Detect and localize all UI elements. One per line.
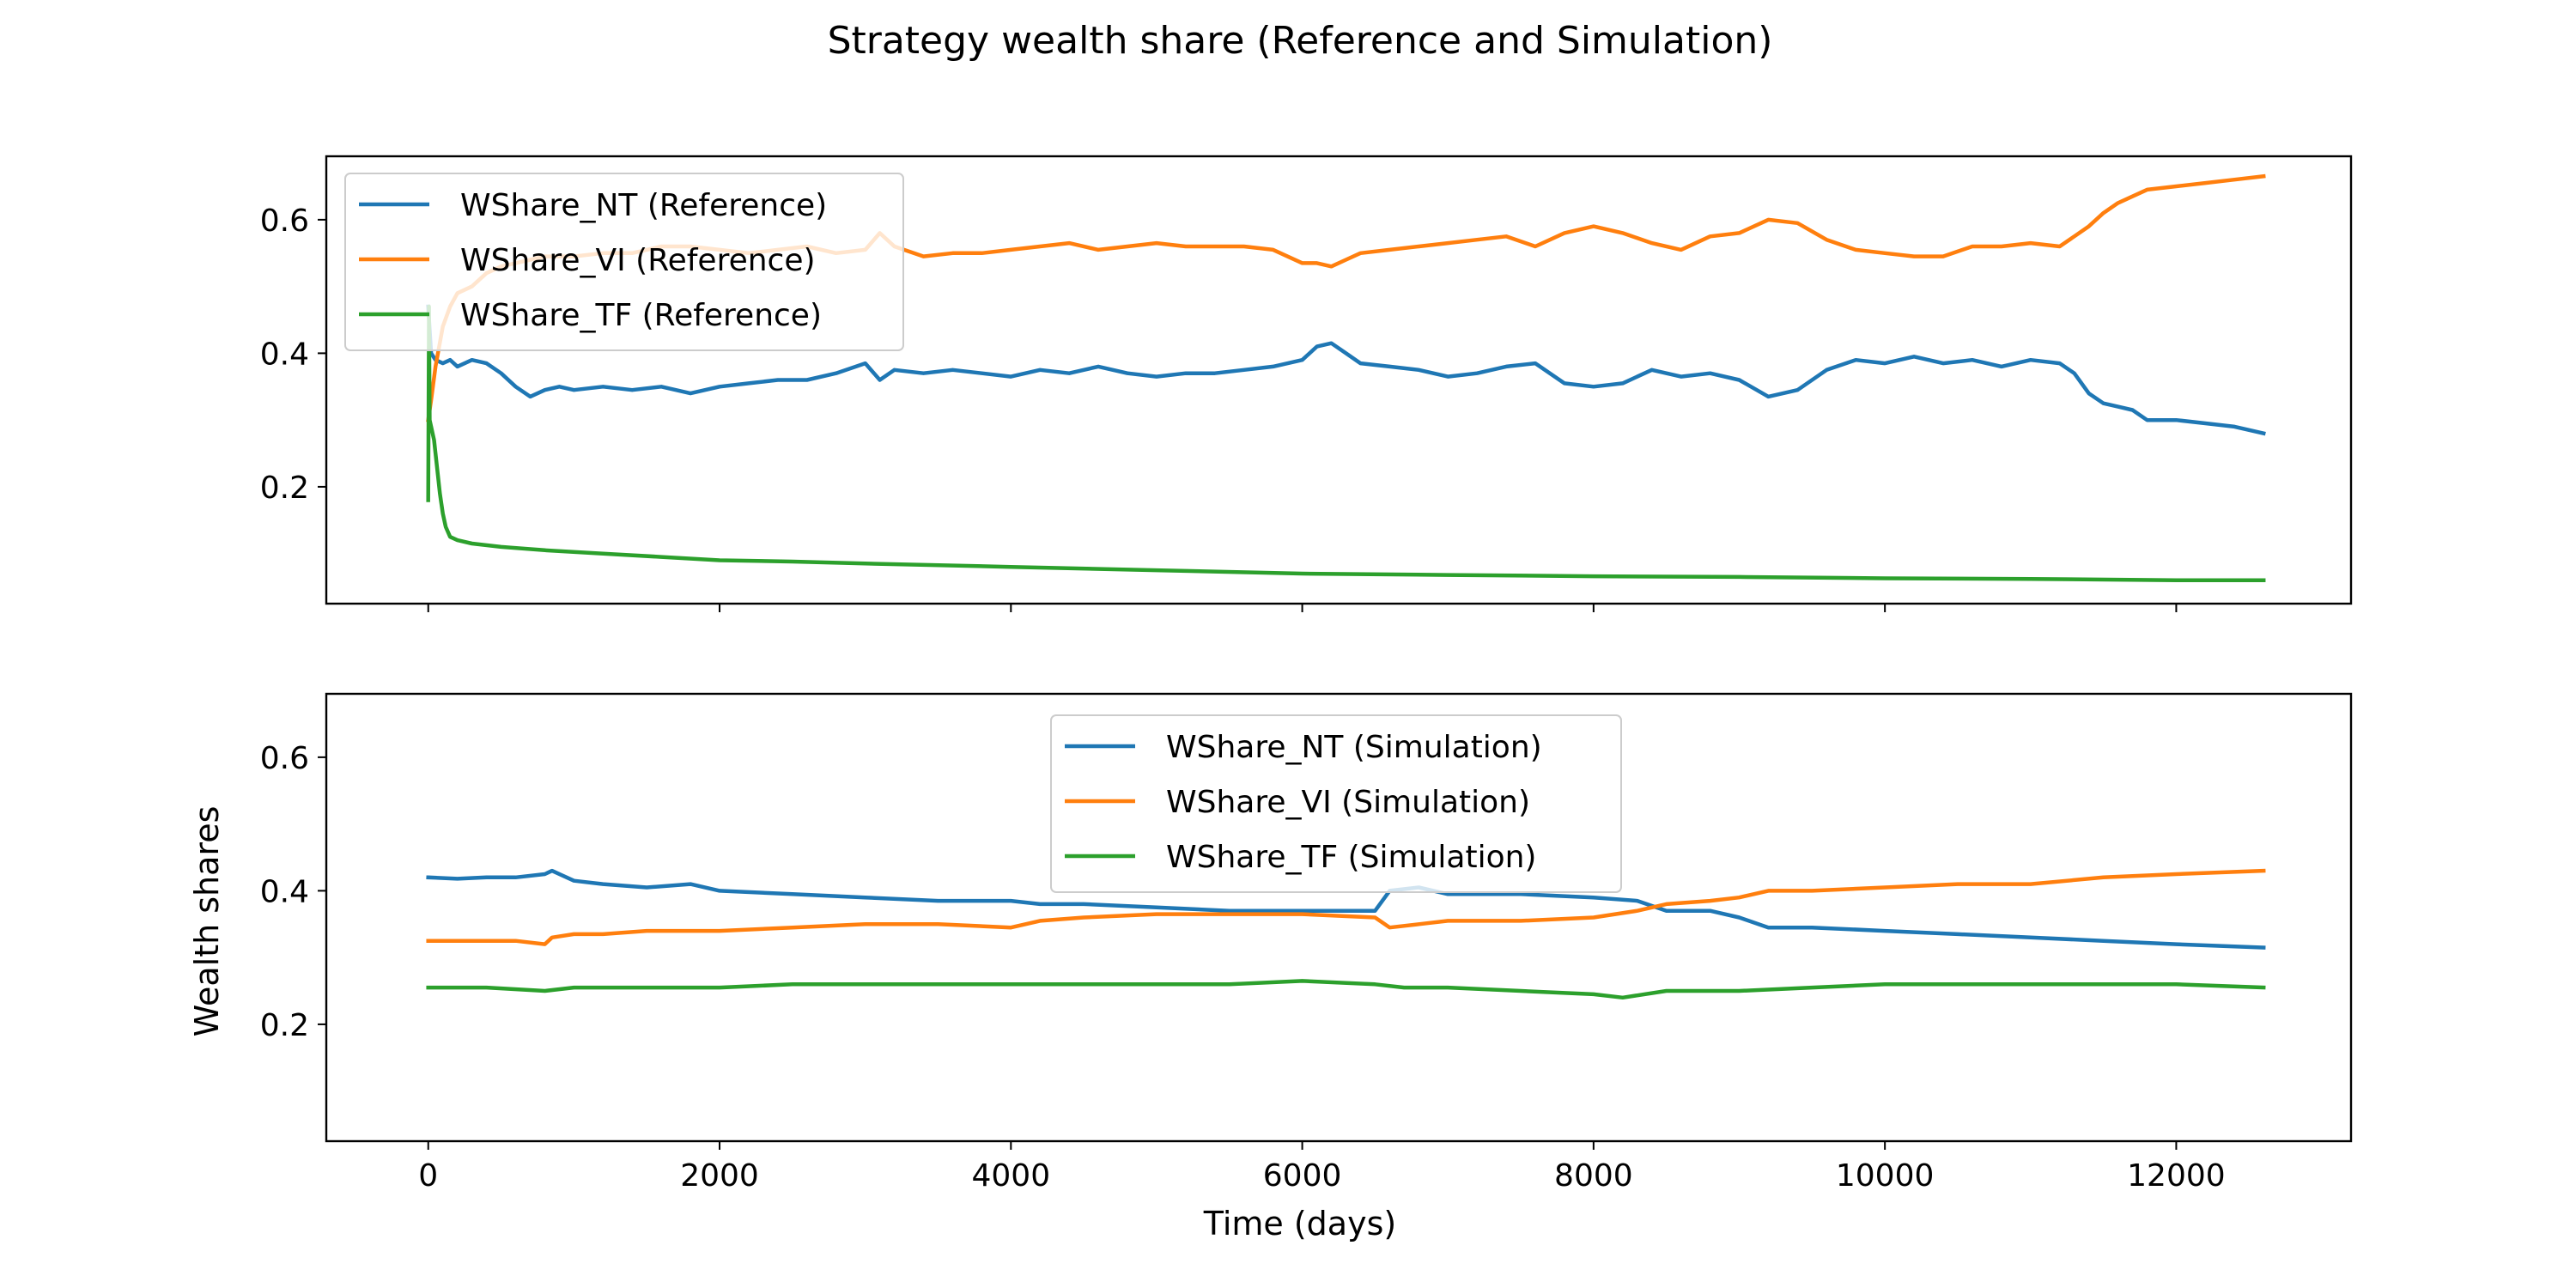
legend-entry-label: WShare_TF (Reference)	[460, 298, 822, 333]
series-line-reference-0	[426, 304, 2266, 436]
plot-area	[426, 868, 2266, 1000]
series-line-simulation-2	[426, 979, 2266, 1000]
legend-entry-label: WShare_VI (Simulation)	[1166, 785, 1530, 820]
legend-entry-label: WShare_NT (Simulation)	[1166, 730, 1542, 765]
axes-frame	[325, 692, 2353, 1143]
series-line-reference-2	[426, 304, 2266, 583]
legend-entry-label: WShare_TF (Simulation)	[1166, 840, 1536, 875]
legend-entry-label: WShare_VI (Reference)	[460, 243, 816, 278]
legend-frame	[1050, 714, 1622, 893]
y-tick-label: 0.2	[260, 1008, 309, 1043]
axes-frame	[325, 155, 2353, 605]
series-line-simulation-0	[426, 868, 2266, 950]
x-tick-label: 0	[418, 1158, 438, 1194]
y-tick-label: 0.4	[260, 874, 309, 909]
legend-frame	[344, 173, 904, 351]
legend-entry-label: WShare_NT (Reference)	[460, 188, 827, 223]
legend-simulation: WShare_NT (Simulation) WShare_VI (Simulat…	[1050, 714, 1622, 893]
x-tick-label: 12000	[2127, 1158, 2226, 1194]
x-tick-label: 4000	[971, 1158, 1050, 1194]
legend-reference: WShare_NT (Reference) WShare_VI (Referenc…	[344, 173, 904, 351]
series-line-simulation-1	[426, 868, 2266, 946]
y-tick-label: 0.6	[260, 204, 309, 239]
y-tick-label: 0.2	[260, 471, 309, 506]
y-tick-label: 0.4	[260, 337, 309, 372]
x-tick-label: 8000	[1554, 1158, 1633, 1194]
y-tick-label: 0.6	[260, 741, 309, 776]
x-tick-label: 6000	[1263, 1158, 1342, 1194]
axes-simulation: 0.2 0.4 0.6 0 2000 4000 6000 8000 10000 12000 WSha…	[260, 692, 2353, 1194]
x-tick-label: 10000	[1836, 1158, 1935, 1194]
chart-title: Strategy wealth share (Reference and Sim…	[828, 19, 1773, 63]
axes-reference: 0.2 0.4 0.6 WShare_NT (Reference) WShare_VI …	[260, 155, 2353, 612]
x-tick-label: 2000	[680, 1158, 759, 1194]
x-axis-label: Time (days)	[1203, 1205, 1396, 1242]
y-axis-label: Wealth shares	[188, 806, 226, 1037]
